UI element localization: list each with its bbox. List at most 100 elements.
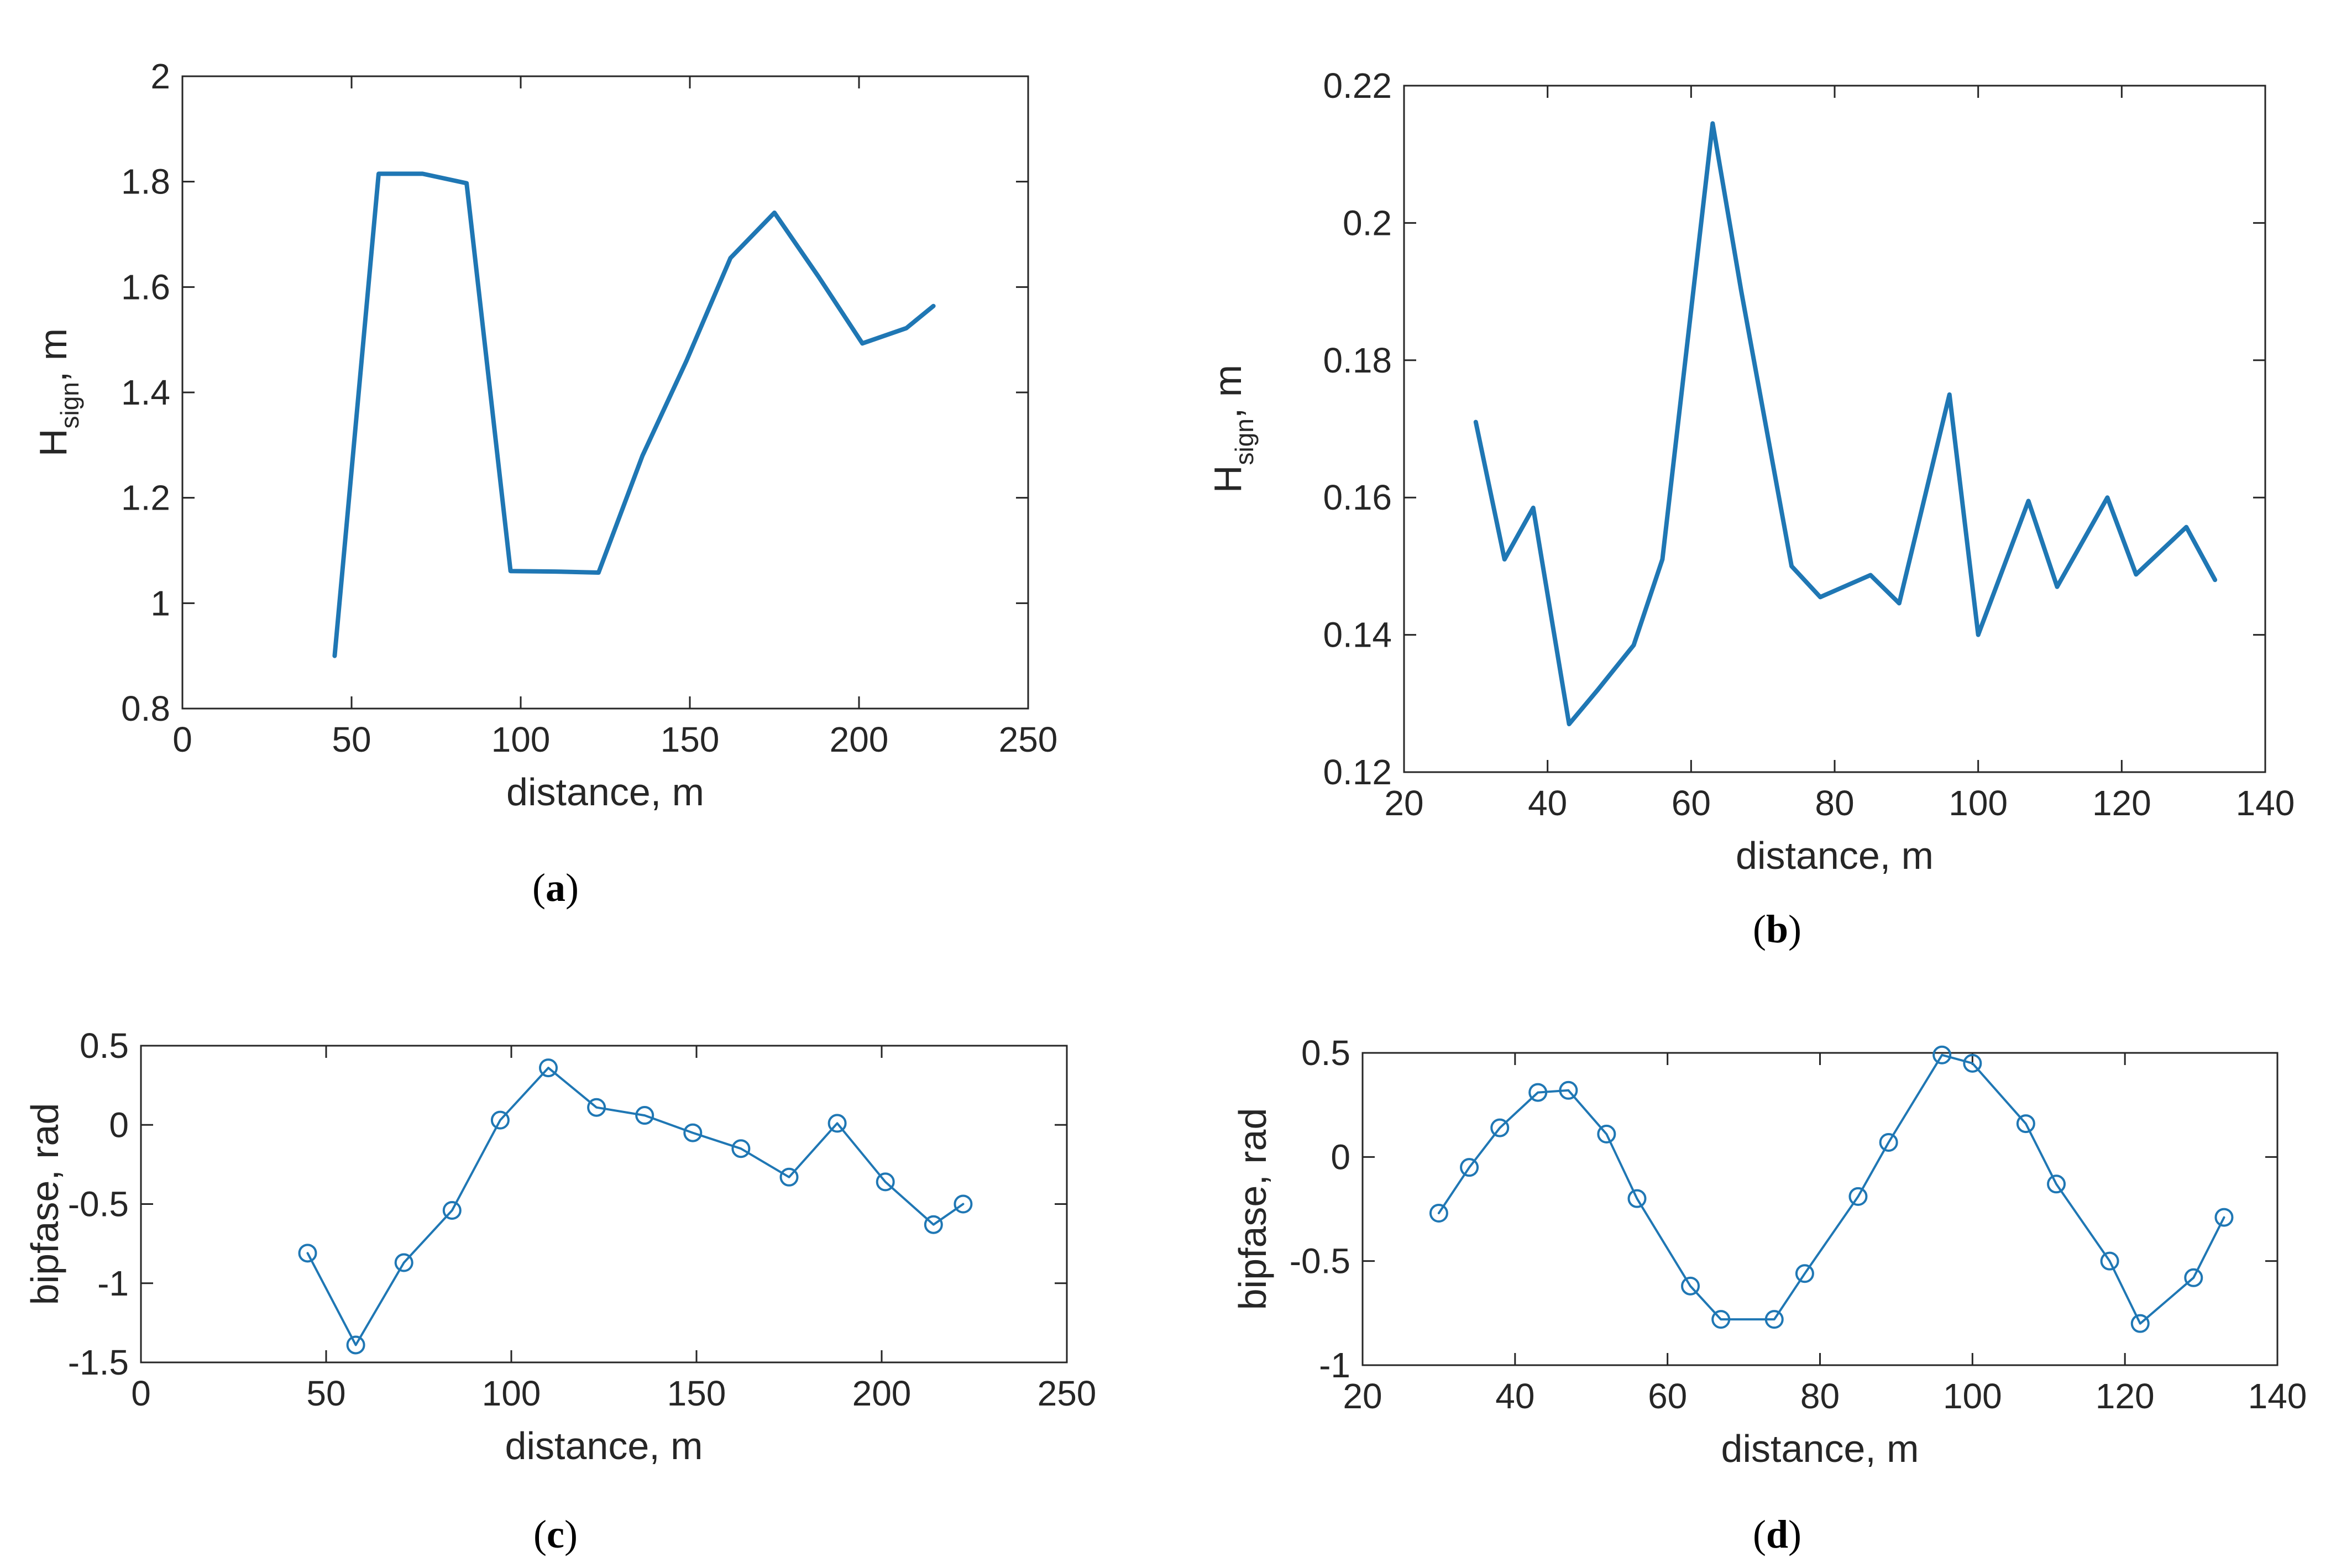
data-point xyxy=(924,1215,943,1234)
data-point xyxy=(1460,1158,1479,1177)
x-tick-label: 60 xyxy=(1648,1376,1687,1416)
data-point xyxy=(442,1200,462,1220)
y-tick-label: -1 xyxy=(97,1263,129,1303)
x-tick-label: 100 xyxy=(482,1373,541,1413)
x-tick-label: 50 xyxy=(332,720,371,759)
data-point xyxy=(2184,1268,2203,1287)
series-line xyxy=(1437,1053,2225,1325)
x-tick-label: 0 xyxy=(131,1373,151,1413)
x-tick-label: 50 xyxy=(306,1373,345,1413)
data-point xyxy=(827,1114,847,1133)
x-tick-label: 60 xyxy=(1672,783,1711,823)
x-tick-label: 100 xyxy=(491,720,551,759)
data-point xyxy=(2100,1251,2119,1271)
data-point xyxy=(1559,1081,1578,1100)
y-axis-label: bipfase, rad xyxy=(1231,1108,1274,1310)
data-point xyxy=(490,1110,510,1130)
x-tick-label: 100 xyxy=(1943,1376,2002,1416)
y-tick-label: 1 xyxy=(150,583,170,623)
y-tick-label: 0.12 xyxy=(1323,752,1392,792)
data-point xyxy=(539,1058,558,1078)
data-point xyxy=(1932,1045,1952,1064)
y-tick-label: 0.5 xyxy=(1301,1033,1350,1073)
series-line xyxy=(332,171,936,658)
data-point xyxy=(635,1106,654,1125)
data-point xyxy=(1848,1187,1868,1206)
series-line xyxy=(306,1067,965,1346)
axes-box xyxy=(1361,1052,2279,1366)
y-tick-label: 0.5 xyxy=(80,1026,129,1066)
x-tick-label: 140 xyxy=(2248,1376,2307,1416)
chart-c: 0 50 100 150 200 250 -1.5 -1 -0.5 0 0.5 distance, m… xyxy=(23,1026,1096,1556)
data-point xyxy=(731,1139,751,1158)
data-point xyxy=(1879,1132,1898,1152)
data-point xyxy=(1490,1118,1510,1137)
x-tick-label: 200 xyxy=(830,720,889,759)
data-point xyxy=(346,1335,365,1355)
x-tick-label: 120 xyxy=(2096,1376,2155,1416)
data-point xyxy=(683,1123,703,1142)
data-point xyxy=(2016,1114,2035,1134)
x-tick-label: 20 xyxy=(1384,783,1423,823)
data-point xyxy=(1711,1310,1731,1329)
y-tick-label: 0.14 xyxy=(1323,615,1392,655)
data-point xyxy=(1681,1276,1700,1296)
y-axis-label: Hsign, m xyxy=(1206,365,1259,493)
x-tick-label: 200 xyxy=(852,1373,912,1413)
x-axis-label: distance, m xyxy=(505,1424,703,1467)
data-point xyxy=(876,1172,895,1192)
y-tick-label: 1.4 xyxy=(121,373,170,412)
x-axis-label: distance, m xyxy=(1736,834,1934,877)
chart-d: 20 40 60 80 100 120 140 -1 -0.5 0 0.5 distance, m bi… xyxy=(1231,1033,2307,1556)
panel-caption: (d) xyxy=(1753,1512,1801,1556)
panel-caption: (b) xyxy=(1753,907,1801,951)
data-point xyxy=(394,1253,413,1272)
x-tick-label: 80 xyxy=(1800,1376,1840,1416)
data-point xyxy=(587,1098,606,1117)
x-tick-label: 20 xyxy=(1343,1376,1382,1416)
data-point xyxy=(779,1167,799,1187)
data-point xyxy=(1795,1264,1814,1283)
chart-b: 20 40 60 80 100 120 140 0.12 0.14 0.16 0.18 0.2 0.22… xyxy=(1206,66,2295,951)
x-tick-label: 40 xyxy=(1495,1376,1534,1416)
y-tick-label: 0 xyxy=(1331,1137,1350,1177)
x-tick-label: 80 xyxy=(1815,783,1854,823)
axes-box xyxy=(140,1045,1068,1364)
x-tick-label: 100 xyxy=(1949,783,2008,823)
data-point xyxy=(2047,1174,2066,1194)
y-tick-label: 0.8 xyxy=(121,689,170,728)
y-tick-label: 0.2 xyxy=(1343,203,1392,243)
series-line xyxy=(1473,121,2218,727)
panel-caption: (a) xyxy=(532,866,579,910)
y-tick-label: 2 xyxy=(150,56,170,96)
data-point xyxy=(954,1194,973,1214)
chart-a: 0 50 100 150 200 250 0.8 1 1.2 1.4 1.6 1.8 2 distance… xyxy=(32,56,1057,910)
y-tick-label: 0.22 xyxy=(1323,66,1392,106)
data-point xyxy=(1764,1310,1784,1329)
x-axis-label: distance, m xyxy=(1721,1427,1919,1470)
data-point xyxy=(298,1244,317,1263)
x-tick-label: 120 xyxy=(2092,783,2151,823)
data-point xyxy=(1627,1189,1647,1208)
data-point xyxy=(1963,1053,1982,1073)
panel-caption: (c) xyxy=(533,1512,578,1556)
data-point xyxy=(2130,1314,2150,1333)
data-point xyxy=(1429,1204,1448,1223)
y-tick-label: 0 xyxy=(109,1105,129,1145)
data-point xyxy=(1597,1124,1616,1144)
y-tick-label: 1.6 xyxy=(121,267,170,307)
x-tick-label: 0 xyxy=(172,720,192,759)
x-tick-label: 150 xyxy=(661,720,720,759)
x-tick-label: 150 xyxy=(667,1373,726,1413)
y-axis-label: Hsign, m xyxy=(32,328,84,457)
x-tick-label: 250 xyxy=(1038,1373,1097,1413)
axes-box xyxy=(1403,85,2266,773)
y-tick-label: -1 xyxy=(1319,1345,1350,1385)
x-axis-label: distance, m xyxy=(506,770,704,814)
y-tick-label: 0.16 xyxy=(1323,478,1392,517)
y-tick-label: -0.5 xyxy=(1290,1241,1350,1281)
x-tick-label: 250 xyxy=(999,720,1058,759)
x-tick-label: 140 xyxy=(2236,783,2295,823)
y-tick-label: 1.8 xyxy=(121,162,170,202)
